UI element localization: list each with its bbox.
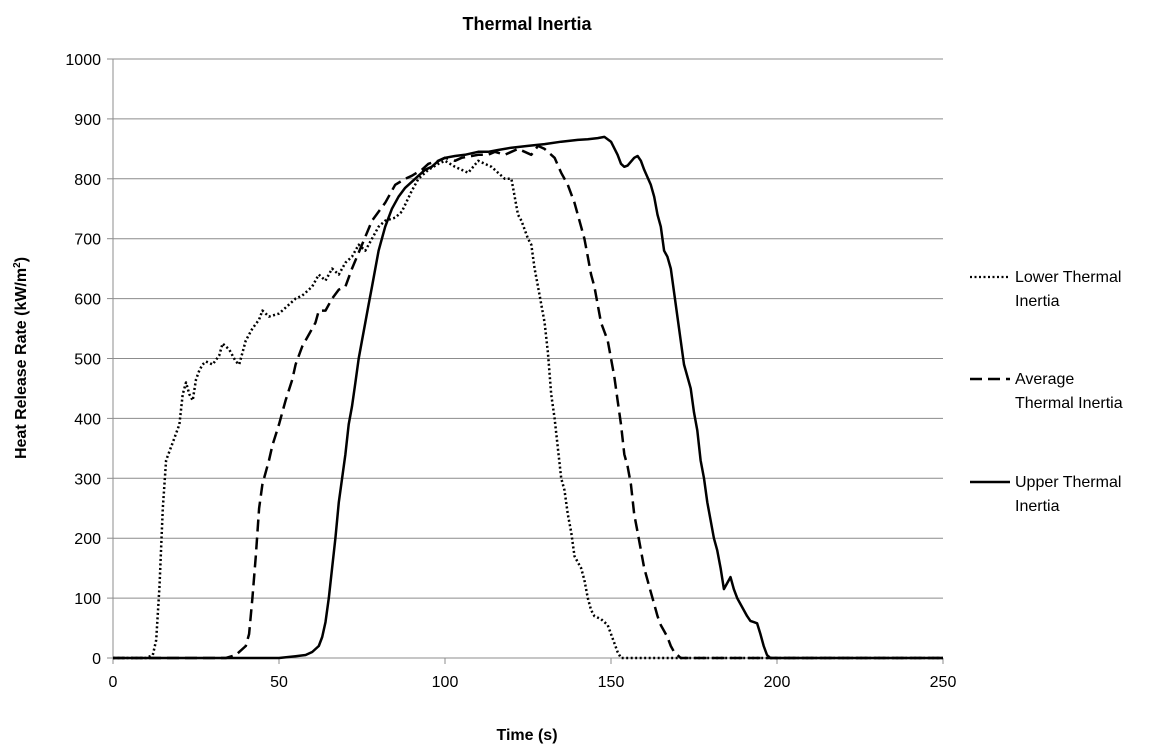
series-line-average-thermal-inertia [113, 144, 943, 660]
legend-label: Lower Thermal [1015, 269, 1121, 286]
y-tick-label: 1000 [65, 52, 101, 69]
y-axis-title-main: Heat Release Rate (kW/m [13, 268, 30, 459]
x-tick-label: 50 [270, 674, 288, 691]
x-tick-label: 150 [598, 674, 625, 691]
legend-label: Inertia [1015, 293, 1060, 310]
y-axis-title-end: ) [13, 257, 30, 262]
y-tick-label: 100 [74, 591, 101, 608]
x-tick-labels: 0 50 100 150 200 250 [109, 674, 957, 691]
y-tick-label: 400 [74, 411, 101, 428]
y-tick-label: 0 [92, 651, 101, 668]
legend: Lower Thermal Inertia Average Thermal Inert… [970, 269, 1123, 515]
x-tick-label: 0 [109, 674, 118, 691]
axes [107, 58, 944, 664]
y-axis-title-sup: 2 [12, 262, 23, 268]
legend-label: Upper Thermal [1015, 474, 1121, 491]
y-tick-labels: 0 100 200 300 400 500 600 700 800 900 1000 [65, 52, 101, 668]
y-tick-label: 900 [74, 112, 101, 129]
y-tick-label: 800 [74, 172, 101, 189]
legend-label: Inertia [1015, 498, 1060, 515]
x-tick-label: 250 [930, 674, 957, 691]
x-axis-title: Time (s) [496, 727, 557, 744]
chart-title: Thermal Inertia [462, 14, 592, 34]
y-tick-label: 500 [74, 352, 101, 369]
legend-label: Thermal Inertia [1015, 395, 1123, 412]
y-tick-label: 700 [74, 232, 101, 249]
x-tick-label: 100 [432, 674, 459, 691]
y-tick-label: 600 [74, 292, 101, 309]
x-tick-label: 200 [764, 674, 791, 691]
series-lines [113, 135, 943, 660]
series-line-lower-thermal-inertia [113, 159, 943, 660]
legend-label: Average [1015, 371, 1074, 388]
gridlines [113, 58, 943, 599]
y-tick-label: 200 [74, 531, 101, 548]
series-line-upper-thermal-inertia [113, 135, 943, 660]
y-tick-label: 300 [74, 471, 101, 488]
y-axis-title: Heat Release Rate (kW/m2) [12, 257, 30, 459]
